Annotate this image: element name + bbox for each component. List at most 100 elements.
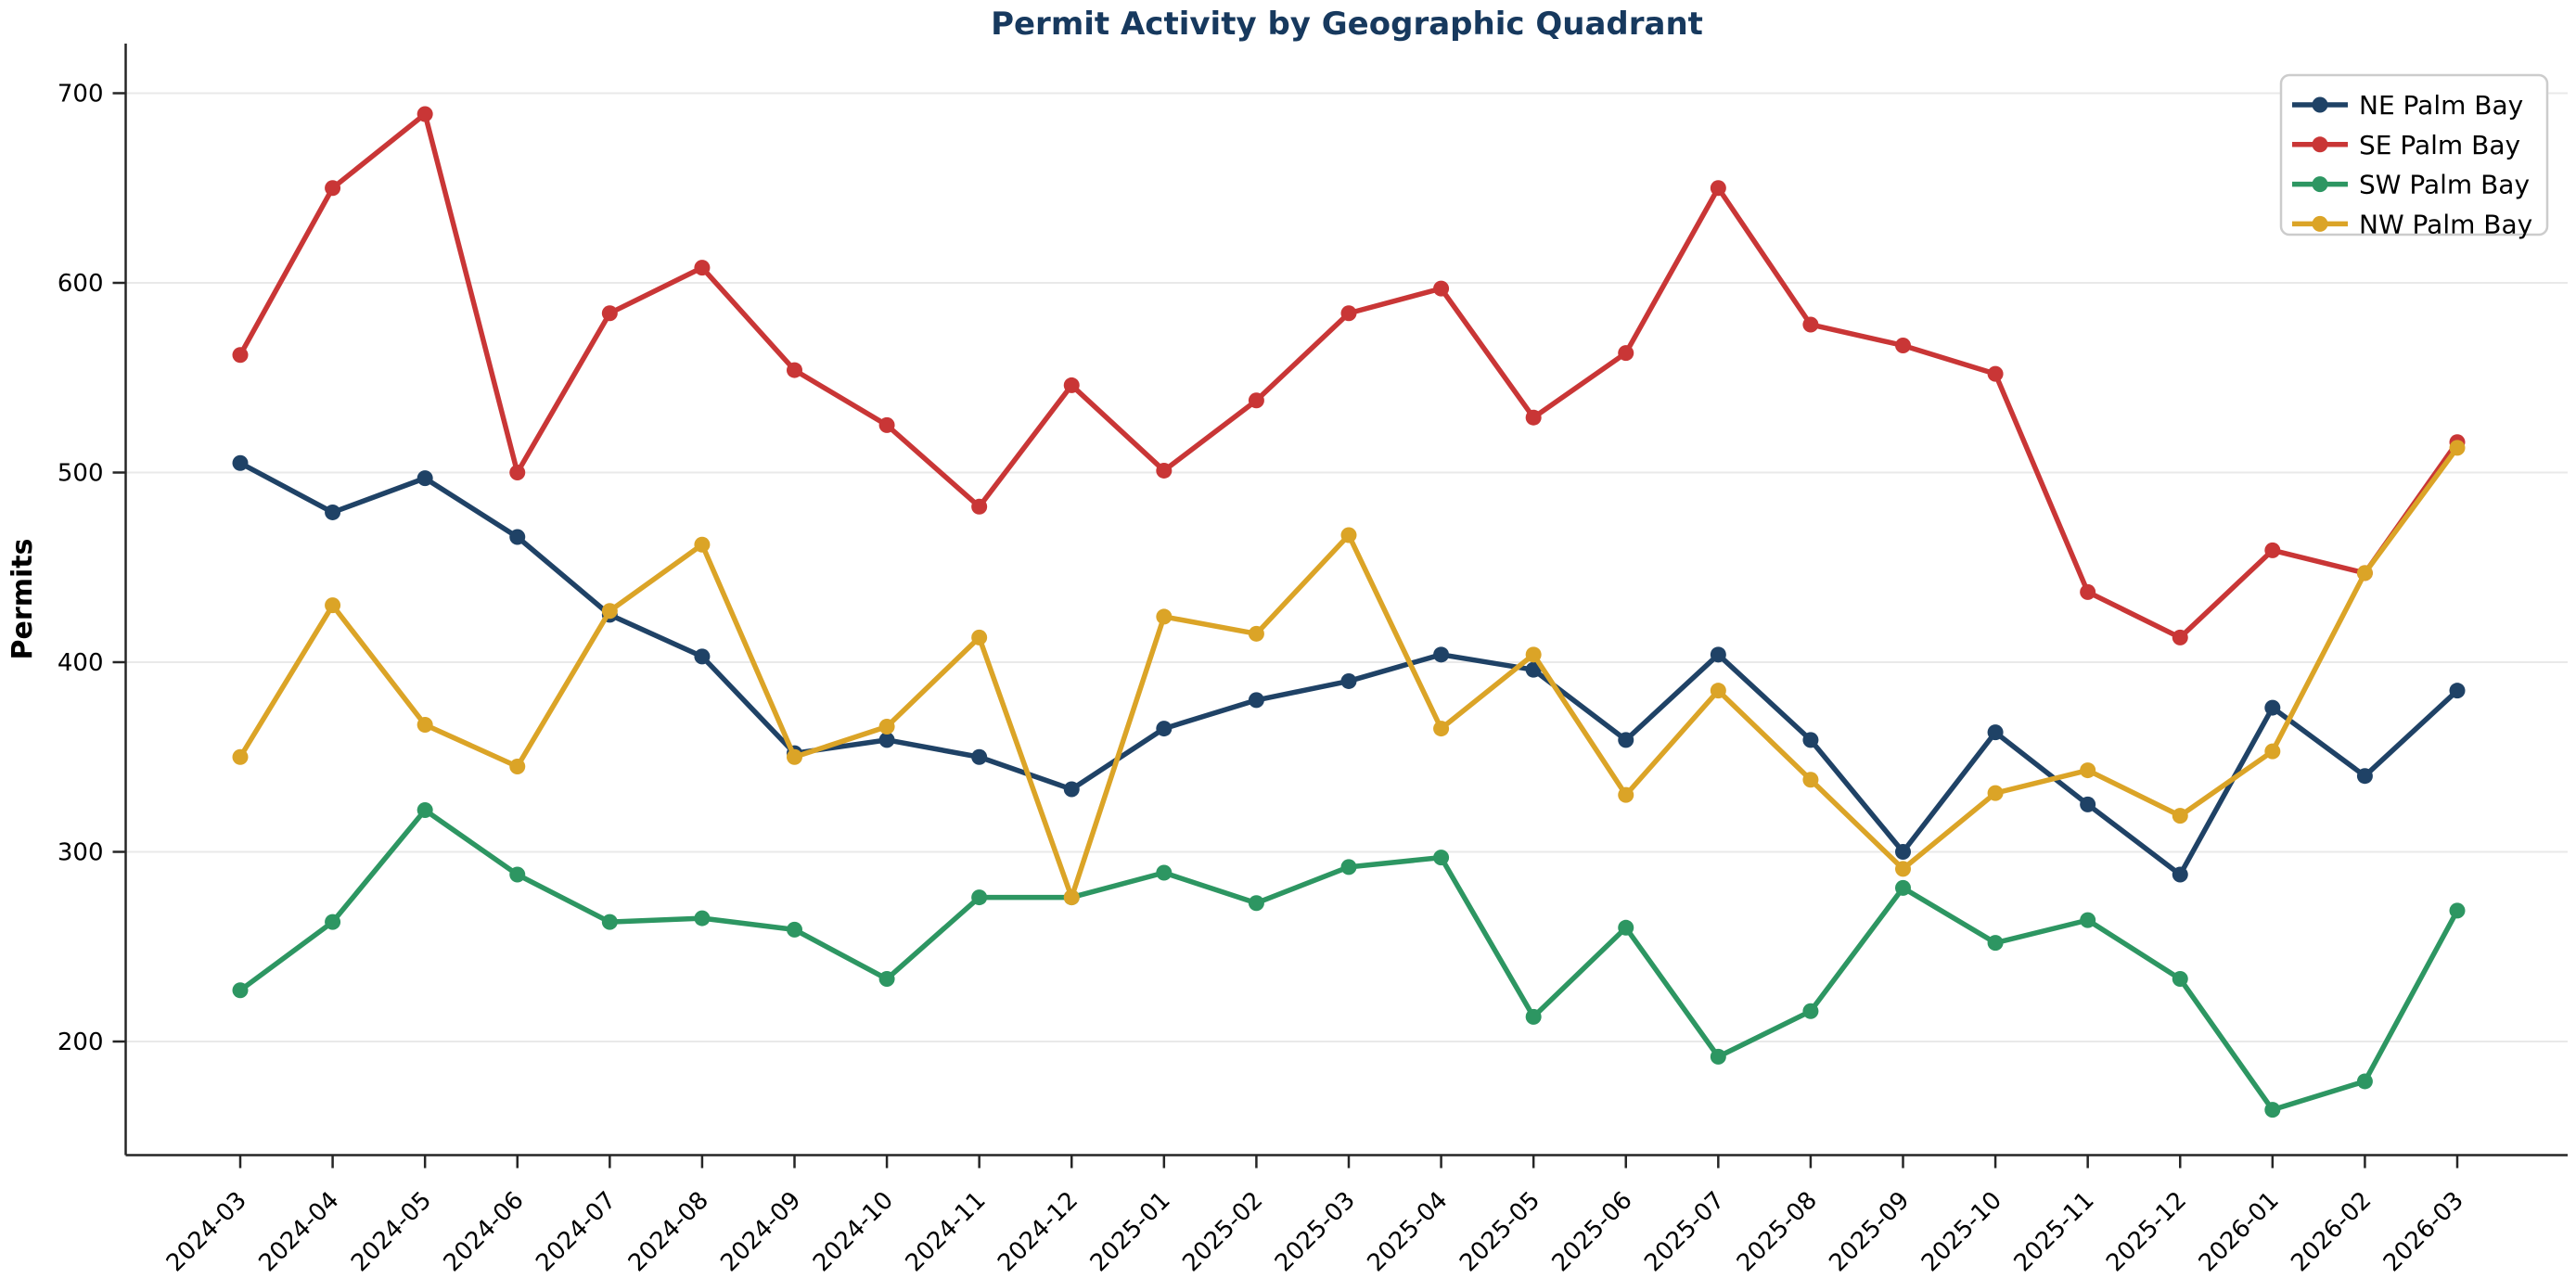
legend-label: NW Palm Bay	[2359, 209, 2532, 239]
data-point	[2264, 699, 2281, 716]
data-point	[2172, 808, 2188, 824]
data-point	[2264, 542, 2281, 558]
data-point	[2080, 912, 2096, 928]
legend-marker	[2312, 215, 2328, 232]
data-point	[1248, 392, 1264, 409]
legend-item-se-palm-bay: SE Palm Bay	[2292, 130, 2520, 160]
data-point	[1063, 781, 1080, 798]
data-point	[1802, 1003, 1819, 1019]
data-point	[878, 719, 895, 735]
y-axis-label: Permits	[6, 539, 39, 660]
x-tick-label: 2024-07	[531, 1186, 622, 1277]
data-point	[1525, 646, 1542, 663]
data-point	[1618, 732, 1634, 748]
x-tick-label: 2026-03	[2378, 1186, 2469, 1277]
x-tick-label: 2025-06	[1547, 1186, 1638, 1277]
x-tick-label: 2025-11	[2009, 1186, 2100, 1277]
data-point	[417, 716, 433, 733]
data-point	[1525, 409, 1542, 426]
y-tick-label: 300	[58, 839, 104, 867]
x-tick-label: 2025-03	[1270, 1186, 1361, 1277]
x-tick-label: 2024-11	[901, 1186, 992, 1277]
data-point	[2264, 1102, 2281, 1118]
legend-marker	[2312, 136, 2328, 153]
data-point	[1433, 721, 1450, 737]
y-tick-label: 500	[58, 460, 104, 488]
data-point	[878, 416, 895, 433]
data-point	[694, 648, 711, 665]
x-tick-label: 2025-02	[1177, 1186, 1268, 1277]
legend-label: SW Palm Bay	[2359, 170, 2530, 200]
data-point	[1248, 895, 1264, 912]
data-point	[1895, 337, 1911, 353]
data-point	[2172, 866, 2188, 883]
y-tick-label: 200	[58, 1029, 104, 1056]
legend-item-nw-palm-bay: NW Palm Bay	[2292, 209, 2532, 239]
x-tick-label: 2025-04	[1362, 1186, 1453, 1277]
data-point	[878, 971, 895, 988]
series-lines	[232, 106, 2466, 1118]
data-point	[509, 465, 526, 480]
data-point	[1340, 305, 1357, 322]
series-line-sw-palm-bay	[237, 807, 2460, 1113]
data-point	[1987, 365, 2004, 382]
data-point	[2356, 1073, 2373, 1090]
data-point	[1156, 864, 1173, 881]
data-point	[1525, 661, 1542, 678]
legend-item-sw-palm-bay: SW Palm Bay	[2292, 170, 2530, 200]
x-tick-label: 2025-12	[2101, 1186, 2192, 1277]
data-point	[2172, 629, 2188, 645]
data-point	[694, 910, 711, 927]
data-point	[1433, 646, 1450, 663]
data-point	[2449, 440, 2466, 456]
data-point	[971, 889, 988, 906]
data-point	[1340, 859, 1357, 875]
data-point	[1987, 935, 2004, 952]
data-point	[2080, 796, 2096, 812]
data-point	[1248, 625, 1264, 642]
data-point	[601, 603, 618, 620]
data-point	[325, 597, 341, 614]
data-point	[971, 748, 988, 765]
legend-marker	[2312, 96, 2328, 113]
data-point	[1433, 280, 1450, 297]
data-point	[787, 362, 802, 378]
data-point	[232, 347, 249, 364]
x-tick-label: 2024-12	[993, 1186, 1083, 1277]
x-tick-label: 2024-04	[253, 1186, 344, 1277]
data-point	[1895, 861, 1911, 877]
x-tick-label: 2025-10	[1916, 1186, 2007, 1277]
x-tick-label: 2025-07	[1639, 1186, 1730, 1277]
data-point	[1618, 919, 1634, 936]
x-tick-label: 2024-09	[715, 1186, 806, 1277]
data-point	[601, 305, 618, 322]
legend-label: NE Palm Bay	[2359, 90, 2523, 121]
data-point	[1618, 786, 1634, 803]
data-point	[694, 536, 711, 553]
data-point	[417, 802, 433, 819]
x-tick-label: 2025-01	[1085, 1186, 1176, 1277]
data-point	[1340, 527, 1357, 543]
chart-title: Permit Activity by Geographic Quadrant	[991, 6, 1703, 43]
legend-box	[2279, 73, 2549, 236]
data-point	[232, 982, 249, 999]
data-point	[1895, 879, 1911, 896]
data-point	[1525, 1008, 1542, 1025]
data-point	[694, 260, 711, 276]
data-point	[1340, 672, 1357, 689]
data-point	[787, 921, 802, 938]
x-tick-label: 2024-10	[808, 1186, 899, 1277]
data-point	[1618, 345, 1634, 362]
data-point	[325, 914, 341, 930]
data-point	[417, 106, 433, 122]
data-point	[509, 529, 526, 545]
data-point	[1987, 724, 2004, 741]
gridlines	[125, 92, 2568, 1042]
data-point	[1895, 844, 1911, 860]
x-tick-label: 2024-08	[623, 1186, 714, 1277]
legend-label: SE Palm Bay	[2359, 130, 2520, 160]
x-tick-label: 2025-08	[1732, 1186, 1823, 1277]
data-point	[1156, 608, 1173, 625]
data-point	[1156, 721, 1173, 737]
data-point	[1063, 377, 1080, 393]
